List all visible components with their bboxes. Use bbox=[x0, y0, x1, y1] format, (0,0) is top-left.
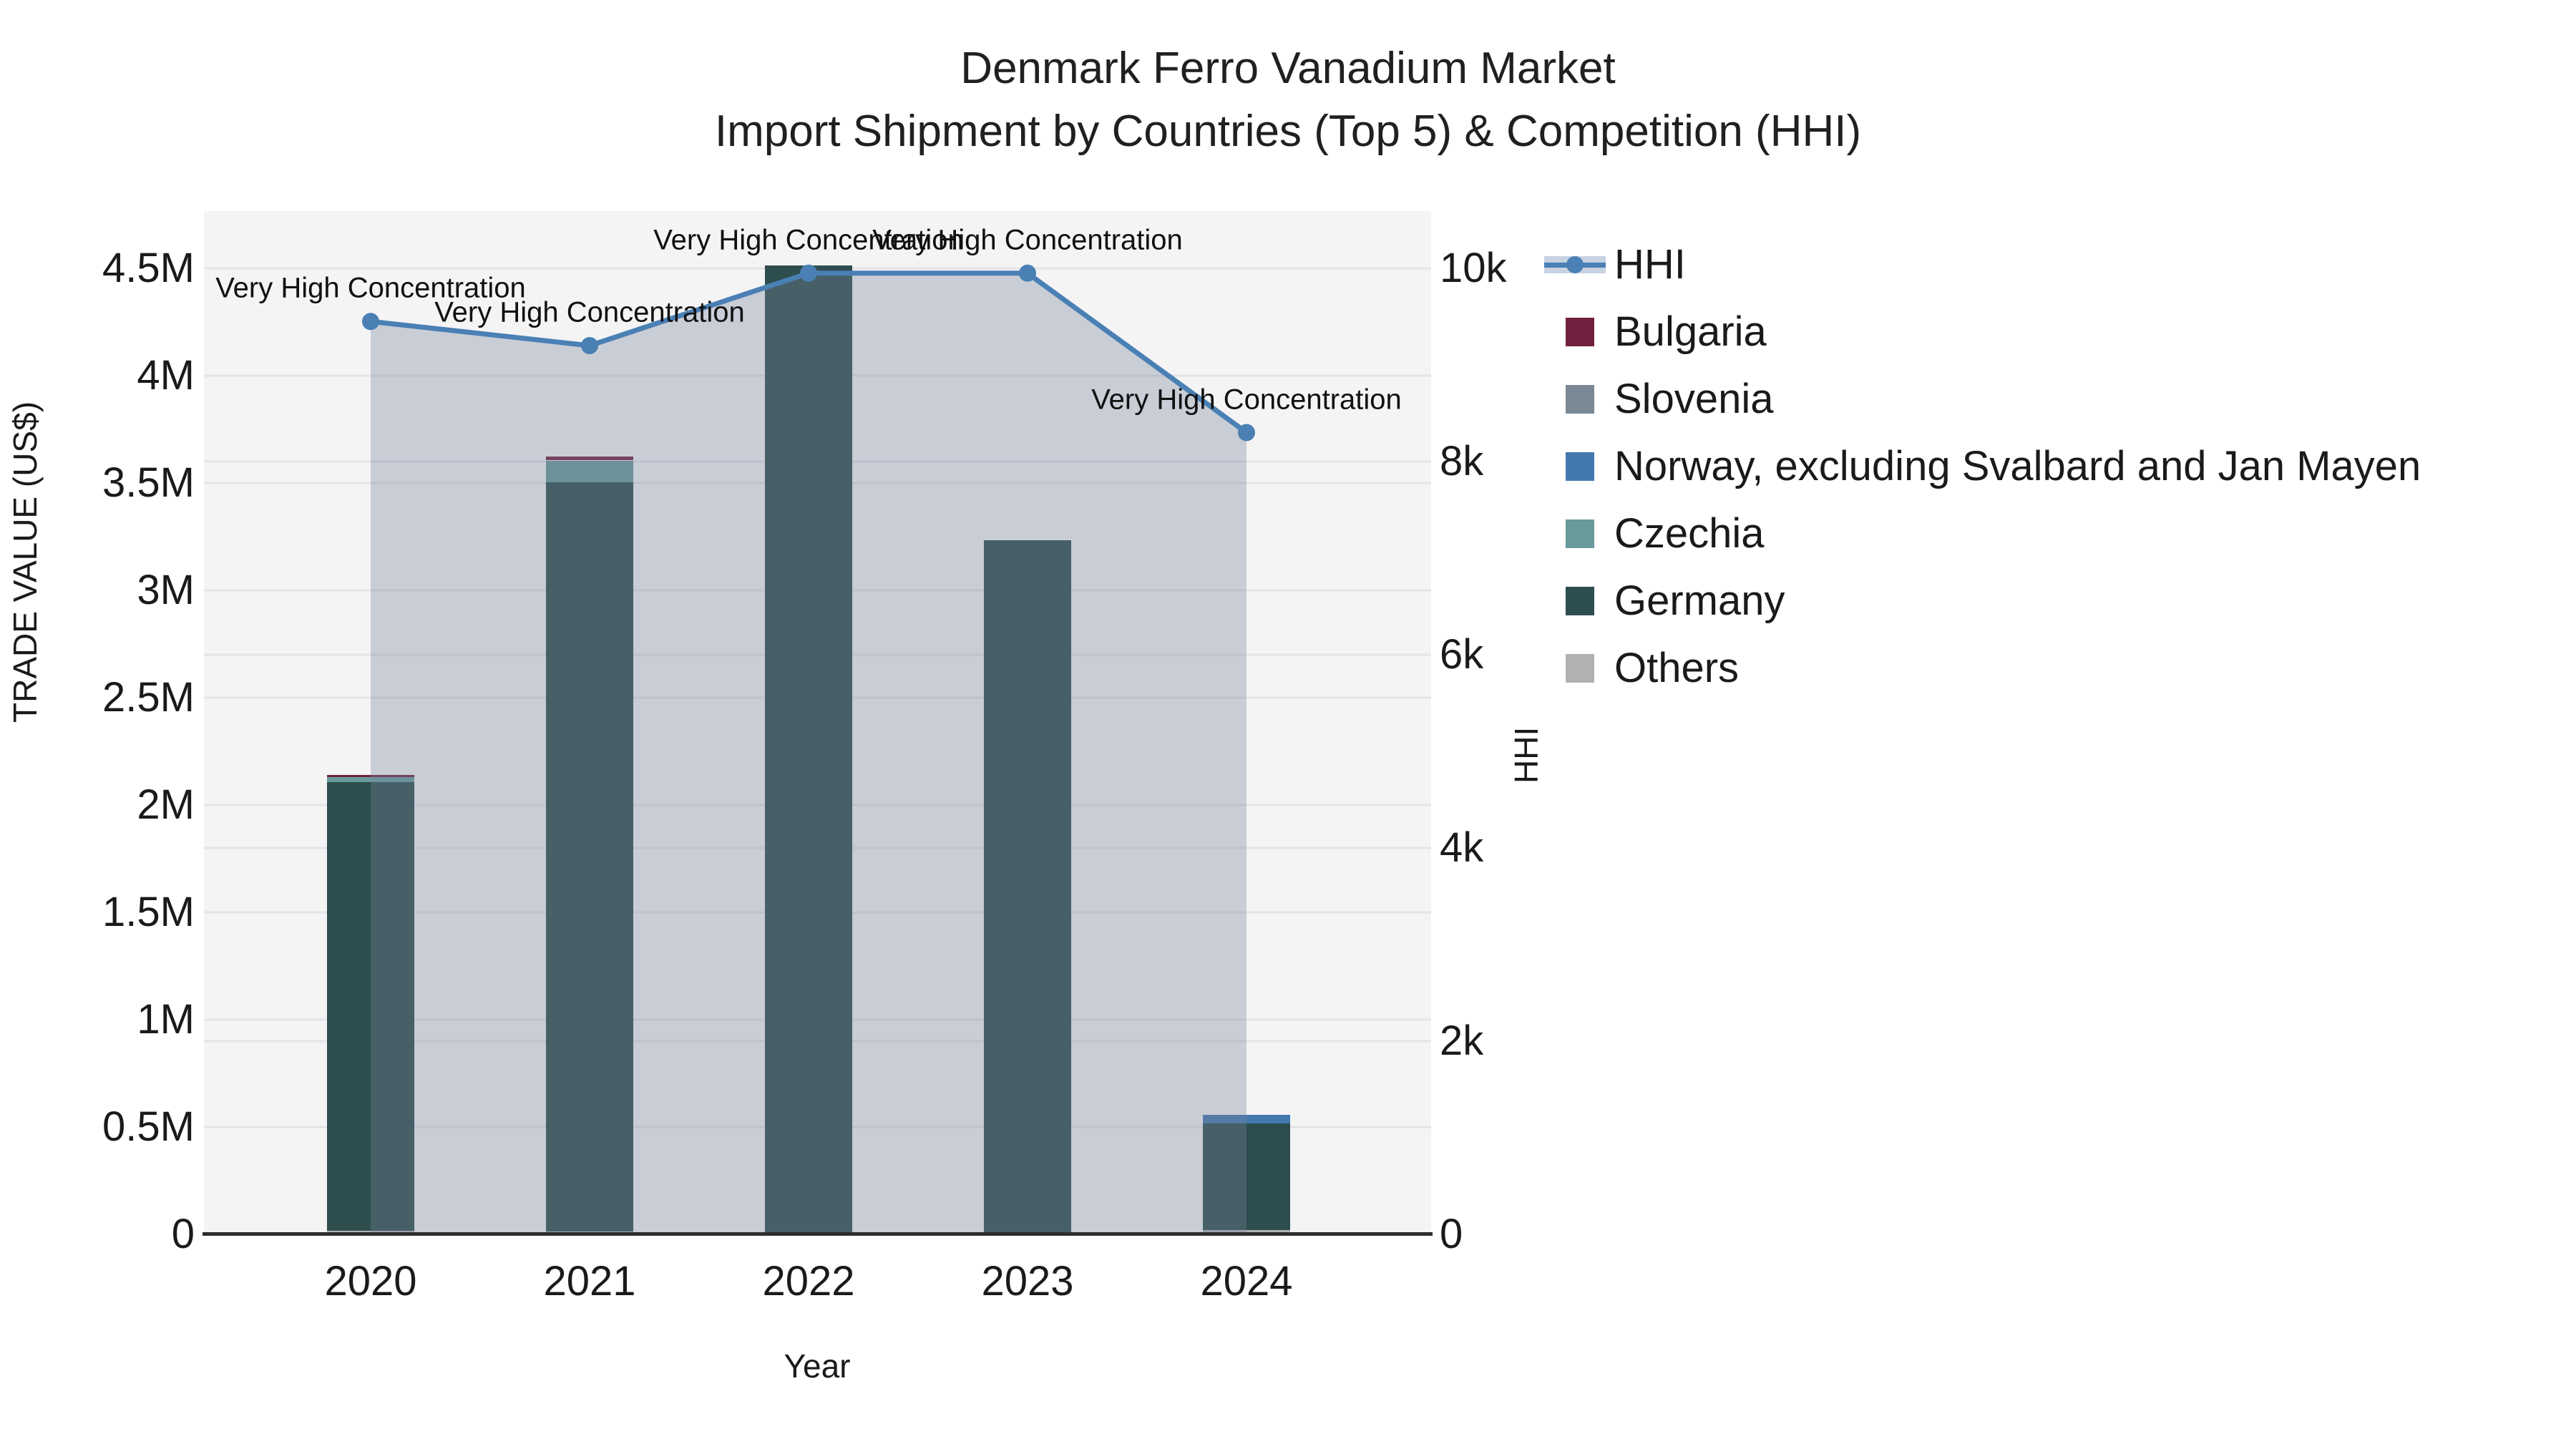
annotation-label: Very High Concentration bbox=[1091, 384, 1402, 415]
legend-label: Others bbox=[1614, 645, 1740, 691]
annotation-label: Very High Concentration bbox=[872, 224, 1183, 256]
y-left-tick-label: 3M bbox=[137, 567, 195, 613]
annotation-label: Very High Concentration bbox=[215, 272, 526, 304]
y-left-tick-label: 4M bbox=[137, 352, 195, 399]
legend-label: Czechia bbox=[1614, 510, 1765, 557]
legend-swatch-icon bbox=[1566, 519, 1594, 548]
y-left-tick-label: 1M bbox=[137, 996, 195, 1043]
legend-label: Norway, excluding Svalbard and Jan Mayen bbox=[1614, 443, 2421, 489]
legend-swatch-icon bbox=[1566, 587, 1594, 615]
legend-swatch-icon bbox=[1566, 654, 1594, 683]
bar-segment-germany bbox=[546, 482, 633, 1231]
bar-segment-czechia bbox=[546, 462, 633, 482]
x-tick-label: 2021 bbox=[543, 1258, 636, 1304]
y-left-tick-label: 0.5M bbox=[102, 1103, 195, 1150]
y-left-tick-label: 0 bbox=[171, 1211, 195, 1257]
x-tick-label: 2024 bbox=[1200, 1258, 1293, 1304]
x-tick-label: 2022 bbox=[762, 1258, 855, 1304]
legend-swatch-icon bbox=[1566, 385, 1594, 414]
x-tick-label: 2020 bbox=[324, 1258, 417, 1304]
x-axis-line bbox=[203, 1232, 1433, 1236]
y-right-tick-label: 0 bbox=[1440, 1211, 1463, 1257]
y-right-tick-label: 6k bbox=[1440, 631, 1484, 678]
x-axis-title: Year bbox=[784, 1347, 851, 1385]
hhi-legend-marker bbox=[1566, 256, 1584, 273]
legend-label: Bulgaria bbox=[1614, 308, 1767, 355]
legend-label: Germany bbox=[1614, 577, 1785, 624]
y-axis-right-title: HHI bbox=[1508, 726, 1545, 784]
chart-title-line2: Import Shipment by Countries (Top 5) & C… bbox=[714, 107, 1862, 157]
y-left-tick-label: 2.5M bbox=[102, 674, 195, 721]
bar-segment-bulgaria bbox=[327, 774, 414, 777]
chart-title-line1: Denmark Ferro Vanadium Market bbox=[960, 44, 1616, 93]
legend-swatch-icon bbox=[1566, 318, 1594, 346]
y-axis-left-title: TRADE VALUE (US$) bbox=[6, 401, 44, 723]
bar-segment-germany bbox=[765, 265, 852, 1232]
y-right-tick-label: 10k bbox=[1440, 245, 1507, 291]
y-left-tick-label: 1.5M bbox=[102, 889, 195, 935]
y-left-tick-label: 3.5M bbox=[102, 459, 195, 506]
legend-swatch-icon bbox=[1566, 452, 1594, 481]
y-right-tick-label: 2k bbox=[1440, 1018, 1484, 1064]
y-right-tick-label: 4k bbox=[1440, 824, 1484, 871]
hhi-legend-key-icon bbox=[1544, 256, 1606, 273]
y-left-tick-label: 4.5M bbox=[102, 245, 195, 291]
legend-label: HHI bbox=[1614, 241, 1686, 288]
bar-segment-bulgaria bbox=[546, 457, 633, 461]
bar-segment-czechia bbox=[327, 776, 414, 782]
bar-segment-slovenia bbox=[546, 460, 633, 462]
bar-segment-germany bbox=[1203, 1123, 1290, 1230]
bar-segment-norway-excluding-svalbard-and-jan-mayen bbox=[1203, 1114, 1290, 1123]
legend-label: Slovenia bbox=[1614, 376, 1774, 422]
annotation-label: Very High Concentration bbox=[434, 296, 745, 328]
bar-segment-germany bbox=[327, 781, 414, 1231]
chart-title: Denmark Ferro Vanadium Market Import Shi… bbox=[0, 37, 2576, 163]
y-right-tick-label: 8k bbox=[1440, 438, 1484, 484]
x-tick-label: 2023 bbox=[981, 1258, 1074, 1304]
annotation-label: Very High Concentration bbox=[653, 224, 964, 256]
y-left-tick-label: 2M bbox=[137, 781, 195, 828]
bar-segment-germany bbox=[984, 540, 1071, 1233]
